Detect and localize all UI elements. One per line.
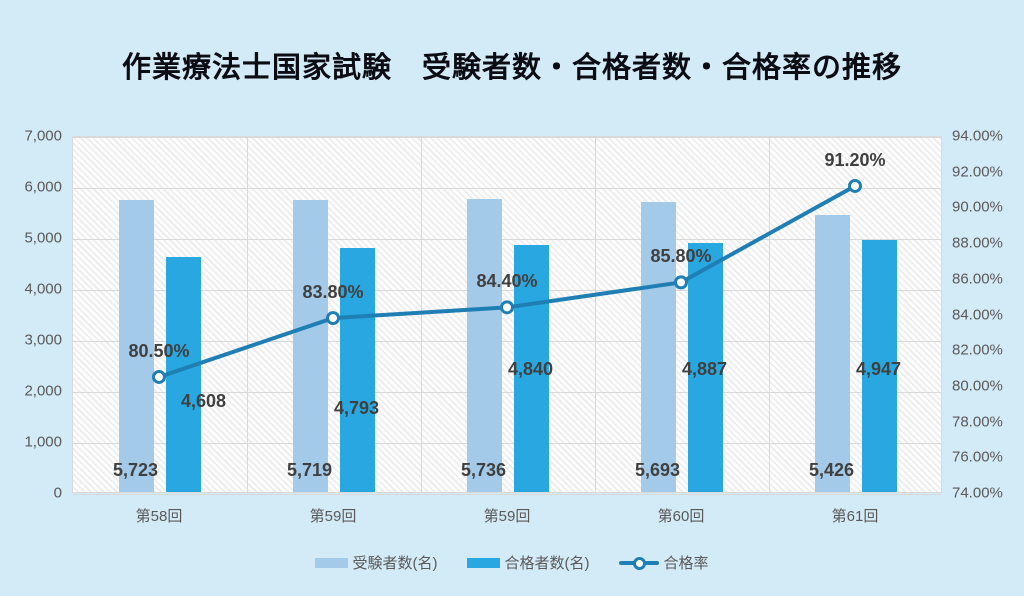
legend-label-passers: 合格者数(名) (504, 555, 590, 572)
right-axis-tick: 88.00% (952, 234, 1003, 252)
label-pass-rate: 84.40% (476, 271, 538, 292)
plot-area (72, 136, 942, 495)
legend: 受験者数(名) 合格者数(名) 合格率 (0, 552, 1024, 573)
label-examinees: 5,426 (808, 460, 855, 480)
bar-examinees (119, 200, 154, 492)
label-examinees: 5,693 (634, 460, 681, 480)
label-pass-rate: 83.80% (302, 282, 364, 303)
label-examinees: 5,719 (286, 460, 333, 480)
legend-item-pass-rate: 合格率 (619, 552, 709, 573)
gridline-horizontal (73, 239, 941, 240)
legend-swatch-examinees-icon (315, 557, 349, 568)
right-axis-tick: 86.00% (952, 270, 1003, 288)
gridline-vertical (769, 137, 770, 492)
x-axis-category-label: 第58回 (135, 508, 183, 525)
left-axis-tick: 1,000 (24, 433, 62, 451)
legend-item-passers: 合格者数(名) (467, 552, 589, 573)
x-axis-category-label: 第59回 (309, 508, 357, 525)
x-axis-category-label: 第59回 (483, 508, 531, 525)
label-passers: 4,608 (180, 391, 227, 411)
right-axis-tick: 94.00% (952, 127, 1003, 145)
gridline-horizontal (73, 392, 941, 393)
right-axis-tick: 74.00% (952, 484, 1003, 502)
gridline-vertical (595, 137, 596, 492)
label-examinees: 5,736 (460, 460, 507, 480)
label-pass-rate: 85.80% (650, 246, 712, 267)
left-axis-tick: 6,000 (24, 178, 62, 196)
bar-examinees (293, 200, 328, 492)
label-pass-rate: 80.50% (128, 340, 190, 361)
right-axis-tick: 80.00% (952, 377, 1003, 395)
legend-swatch-passers-icon (467, 557, 501, 568)
right-axis-tick: 92.00% (952, 163, 1003, 181)
gridline-vertical (421, 137, 422, 492)
gridline-horizontal (73, 443, 941, 444)
gridline-horizontal (73, 188, 941, 189)
legend-line-marker-icon (619, 556, 660, 570)
gridline-horizontal (73, 341, 941, 342)
bar-examinees (641, 201, 676, 492)
bar-examinees (467, 199, 502, 492)
bar-passers (862, 239, 897, 492)
label-pass-rate: 91.20% (824, 149, 886, 170)
label-examinees: 5,723 (112, 460, 159, 480)
legend-label-examinees: 受験者数(名) (352, 555, 438, 572)
x-axis-category-label: 第60回 (657, 508, 705, 525)
legend-label-pass-rate: 合格率 (663, 555, 709, 572)
label-passers: 4,947 (855, 358, 902, 379)
right-axis-tick: 90.00% (952, 198, 1003, 216)
right-axis-tick: 78.00% (952, 413, 1003, 431)
x-axis-category-label: 第61回 (831, 508, 879, 525)
legend-line-dot (633, 556, 647, 570)
right-axis-tick: 76.00% (952, 448, 1003, 466)
label-passers: 4,793 (333, 398, 380, 418)
left-axis-tick: 7,000 (24, 127, 62, 145)
right-axis-tick: 82.00% (952, 341, 1003, 359)
right-axis-tick: 84.00% (952, 306, 1003, 323)
gridline-horizontal (73, 137, 941, 138)
left-axis-tick: 4,000 (24, 280, 62, 298)
left-axis-tick: 2,000 (24, 382, 62, 400)
bar-examinees (815, 215, 850, 492)
gridline-horizontal (73, 494, 941, 495)
left-axis-tick: 0 (53, 484, 62, 502)
left-axis-tick: 3,000 (24, 331, 62, 349)
bar-passers (166, 257, 201, 492)
label-passers: 4,887 (681, 358, 728, 379)
left-axis-tick: 5,000 (24, 229, 62, 247)
chart-title: 作業療法士国家試験 受験者数・合格者数・合格率の推移 (121, 52, 902, 84)
legend-item-examinees: 受験者数(名) (315, 552, 437, 573)
gridline-vertical (247, 137, 248, 492)
label-passers: 4,840 (507, 358, 554, 379)
